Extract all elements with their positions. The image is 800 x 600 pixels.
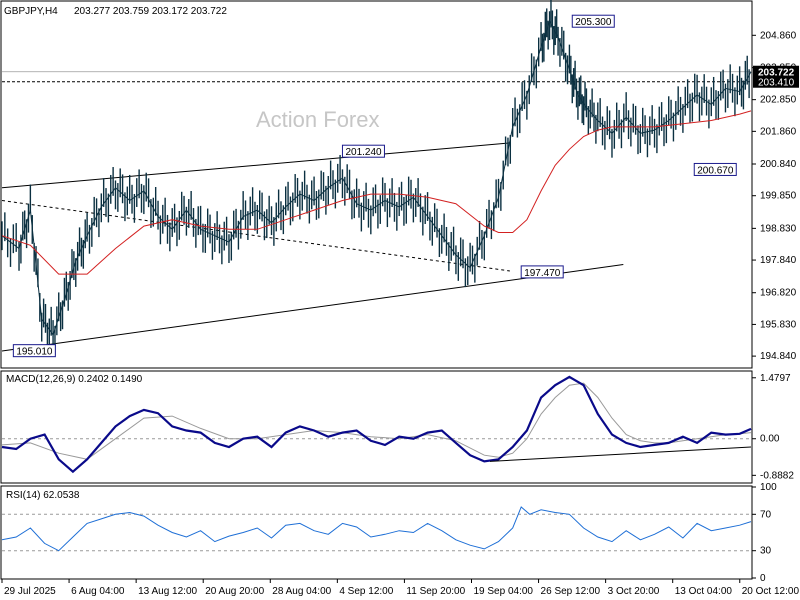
trend-line-solid <box>1 264 624 352</box>
price-annotation: 200.670 <box>693 162 737 176</box>
x-tick-label: 29 Jul 2025 <box>4 586 56 597</box>
price-annotation-box <box>12 344 56 358</box>
price-annotation: 197.470 <box>520 265 564 279</box>
watermark: Action Forex <box>256 107 380 132</box>
price-tick-label: 201.860 <box>760 126 797 137</box>
macd-tick-label: -0.8882 <box>760 470 794 481</box>
price-annotation: 205.300 <box>571 14 615 28</box>
price-tick-label: 204.860 <box>760 30 797 41</box>
price-annotation-label: 200.670 <box>697 165 734 176</box>
price-annotation: 201.240 <box>341 144 385 158</box>
rsi-tick-label: 70 <box>760 509 772 520</box>
rsi-panel-frame <box>0 485 753 580</box>
price-tick-label: 197.840 <box>760 255 797 266</box>
macd-tick-label: 1.4797 <box>760 373 791 384</box>
x-tick-label: 11 Sep 20:00 <box>406 586 465 597</box>
chart-header-symbol: GBPJPY,H4 <box>4 6 58 17</box>
price-annotation-box <box>571 14 615 28</box>
macd-trend-line <box>489 446 752 462</box>
x-tick-label: 26 Sep 12:00 <box>541 586 601 597</box>
rsi-tick-label: 100 <box>760 482 777 493</box>
price-annotation: 195.010 <box>12 344 56 358</box>
macd-label: MACD(12,26,9) 0.2402 0.1490 <box>6 374 143 385</box>
level-price-tag-label: 203.410 <box>758 78 795 89</box>
macd-panel-frame <box>0 370 753 484</box>
price-tick-label: 194.840 <box>760 351 797 362</box>
level-price-tag-box <box>753 75 799 88</box>
price-tick-label: 196.820 <box>760 288 797 299</box>
price-annotation-label: 201.240 <box>345 147 382 158</box>
current-price-tag-label: 203.722 <box>758 68 795 79</box>
price-tick-label: 195.830 <box>760 319 797 330</box>
price-annotation-label: 197.470 <box>524 268 561 279</box>
x-tick-label: 13 Oct 04:00 <box>675 586 733 597</box>
x-tick-label: 13 Aug 12:00 <box>138 586 197 597</box>
rsi-line <box>1 506 752 552</box>
x-tick-label: 20 Oct 12:00 <box>742 586 800 597</box>
current-price-tag-box <box>753 65 799 78</box>
x-tick-label: 3 Oct 20:00 <box>608 586 660 597</box>
current-price-tag: 203.722 <box>753 65 799 79</box>
price-series-line <box>1 19 752 337</box>
x-tick-label: 6 Aug 04:00 <box>71 586 125 597</box>
rsi-tick-label: 0 <box>760 573 766 584</box>
x-tick-label: 28 Aug 04:00 <box>272 586 331 597</box>
price-tick-label: 200.840 <box>760 159 797 170</box>
price-panel-frame <box>0 0 753 369</box>
macd-layer: 1.4797 0.00 -0.8882 <box>1 373 794 481</box>
level-price-tag: 203.410 <box>753 75 799 89</box>
chart-header-ohlc: 203.277 203.759 203.172 203.722 <box>74 6 227 17</box>
rsi-layer: 100 70 30 0 <box>1 482 777 584</box>
price-tick-label: 198.830 <box>760 223 797 234</box>
moving-average-line <box>1 110 752 275</box>
price-tick-label: 199.850 <box>760 191 797 202</box>
price-annotation-box <box>341 144 385 158</box>
trend-line-solid <box>1 142 510 189</box>
price-annotation-box <box>520 265 564 279</box>
x-tick-label: 19 Sep 04:00 <box>473 586 533 597</box>
macd-tick-label: 0.00 <box>760 434 780 445</box>
x-tick-label: 4 Sep 12:00 <box>339 586 393 597</box>
price-annotation-label: 195.010 <box>16 347 53 358</box>
price-annotation-box <box>693 162 737 176</box>
macd-line <box>1 375 752 474</box>
x-tick-label: 20 Aug 20:00 <box>205 586 264 597</box>
rsi-tick-label: 30 <box>760 546 772 557</box>
x-axis: 29 Jul 2025 6 Aug 04:00 13 Aug 12:00 20 Aug… <box>1 579 800 597</box>
trend-line-dashed <box>1 200 510 272</box>
price-tick-label: 202.850 <box>760 95 797 106</box>
price-annotation-label: 205.300 <box>575 17 612 28</box>
rsi-label: RSI(14) 62.0538 <box>6 490 80 501</box>
price-layer: 204.860203.850202.850201.860200.840199.8… <box>1 0 799 362</box>
